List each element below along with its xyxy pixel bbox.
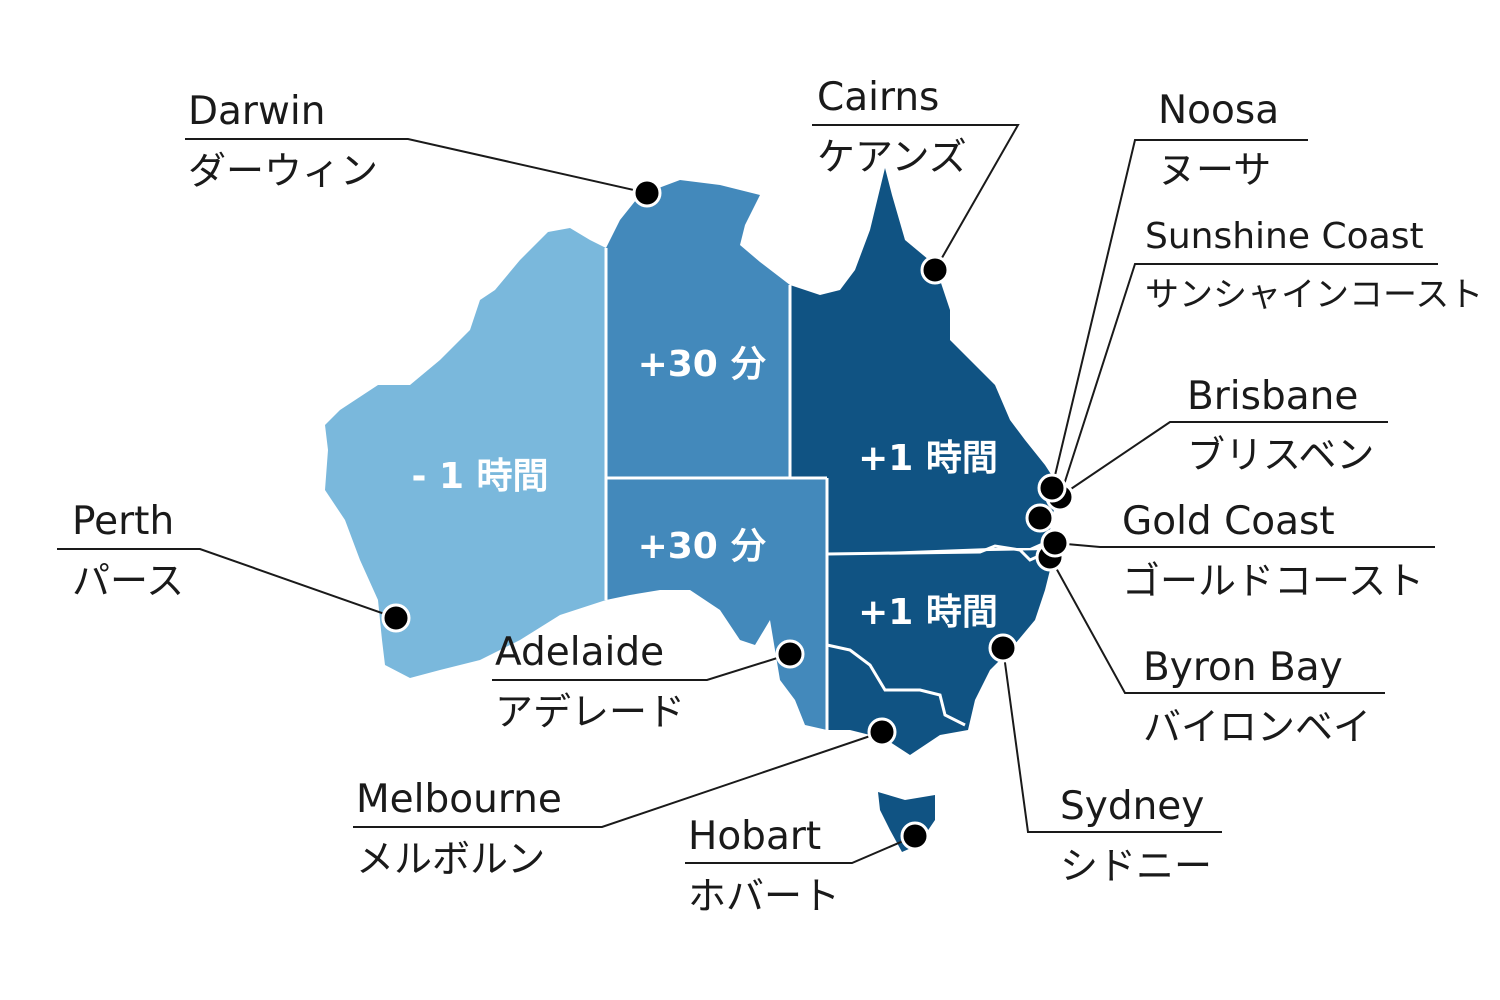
city-label-ja-noosa: ヌーサ — [1158, 148, 1271, 192]
city-labels: Darwin ダーウィン Cairns ケアンズ Noosa ヌーサ Sunsh… — [72, 75, 1483, 918]
city-label-en-hobart: Hobart — [688, 814, 821, 859]
leader-lines — [57, 124, 1438, 864]
city-label-ja-adelaide: アデレード — [495, 690, 685, 734]
city-label-ja-gold-coast: ゴールドコースト — [1122, 559, 1424, 603]
city-label-en-byron-bay: Byron Bay — [1143, 645, 1343, 690]
city-label-ja-darwin: ダーウィン — [188, 149, 378, 193]
city-dot-perth[interactable] — [381, 603, 411, 633]
city-label-ja-sydney: シドニー — [1060, 844, 1212, 888]
region-northern-territory[interactable] — [606, 180, 790, 478]
region-queensland[interactable] — [790, 168, 1058, 554]
zone-label-sa: +30 分 — [638, 526, 767, 567]
city-label-en-melbourne: Melbourne — [356, 777, 562, 822]
city-dots — [381, 178, 1075, 851]
city-dot-sydney[interactable] — [988, 633, 1018, 663]
zone-label-nt: +30 分 — [638, 344, 767, 385]
border-qld-nsw — [826, 544, 1049, 562]
region-western-australia[interactable] — [325, 228, 606, 678]
map-regions — [325, 168, 1058, 852]
zone-label-wa: - 1 時間 — [411, 456, 548, 497]
city-dot-hobart[interactable] — [900, 821, 930, 851]
city-label-ja-byron-bay: バイロンベイ — [1143, 705, 1371, 749]
city-dot-noosa[interactable] — [1037, 473, 1067, 503]
city-label-en-brisbane: Brisbane — [1187, 374, 1358, 419]
city-dot-darwin[interactable] — [632, 178, 662, 208]
city-label-ja-cairns: ケアンズ — [817, 135, 967, 179]
city-label-en-noosa: Noosa — [1158, 88, 1279, 133]
city-label-en-gold-coast: Gold Coast — [1122, 499, 1335, 544]
city-label-en-sunshine-coast: Sunshine Coast — [1145, 216, 1424, 257]
zone-label-nsw: +1 時間 — [858, 592, 998, 633]
city-dot-cairns[interactable] — [920, 255, 950, 285]
city-dot-brisbane[interactable] — [1025, 503, 1055, 533]
city-dot-gold-coast[interactable] — [1040, 528, 1070, 558]
city-label-en-cairns: Cairns — [817, 75, 939, 120]
border-nsw-vic — [826, 643, 966, 727]
city-label-ja-perth: パース — [72, 559, 184, 603]
city-dot-melbourne[interactable] — [867, 717, 897, 747]
city-label-en-adelaide: Adelaide — [495, 630, 664, 675]
city-label-en-darwin: Darwin — [188, 89, 325, 134]
city-label-ja-hobart: ホバート — [688, 874, 840, 918]
zone-labels: - 1 時間 +30 分 +30 分 +1 時間 +1 時間 — [411, 344, 997, 633]
city-label-en-sydney: Sydney — [1060, 784, 1204, 829]
city-label-en-perth: Perth — [72, 499, 174, 544]
city-dot-adelaide[interactable] — [775, 639, 805, 669]
region-south-australia[interactable] — [606, 478, 827, 730]
zone-label-qld: +1 時間 — [858, 438, 998, 479]
city-label-ja-melbourne: メルボルン — [356, 837, 545, 881]
city-label-ja-brisbane: ブリスベン — [1187, 433, 1374, 477]
region-new-south-wales-victoria[interactable] — [827, 550, 1052, 755]
city-label-ja-sunshine-coast: サンシャインコースト — [1145, 275, 1483, 315]
